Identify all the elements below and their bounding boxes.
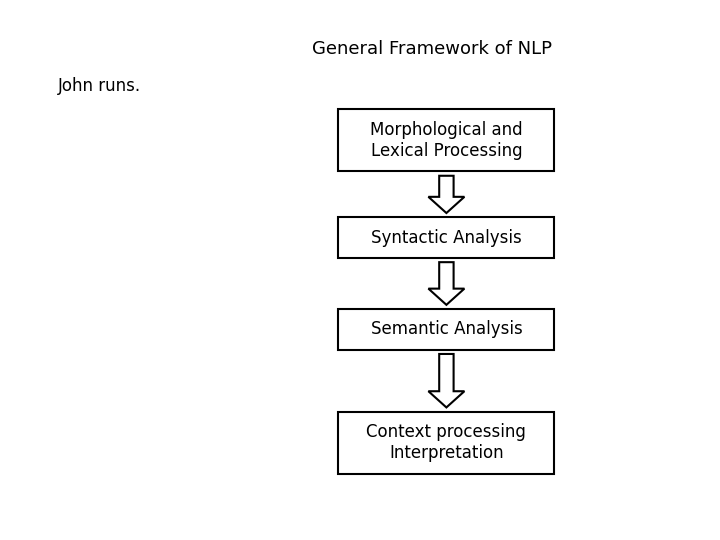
Polygon shape: [428, 354, 464, 407]
Text: Syntactic Analysis: Syntactic Analysis: [371, 228, 522, 247]
Bar: [338, 109, 554, 172]
Text: General Framework of NLP: General Framework of NLP: [312, 39, 552, 58]
Text: John runs.: John runs.: [58, 77, 140, 96]
Polygon shape: [428, 262, 464, 305]
Text: Morphological and
Lexical Processing: Morphological and Lexical Processing: [370, 121, 523, 160]
Bar: [338, 309, 554, 350]
Bar: [338, 217, 554, 258]
Text: Context processing
Interpretation: Context processing Interpretation: [366, 423, 526, 462]
Text: Semantic Analysis: Semantic Analysis: [371, 320, 522, 339]
Bar: [338, 411, 554, 474]
Polygon shape: [428, 176, 464, 213]
